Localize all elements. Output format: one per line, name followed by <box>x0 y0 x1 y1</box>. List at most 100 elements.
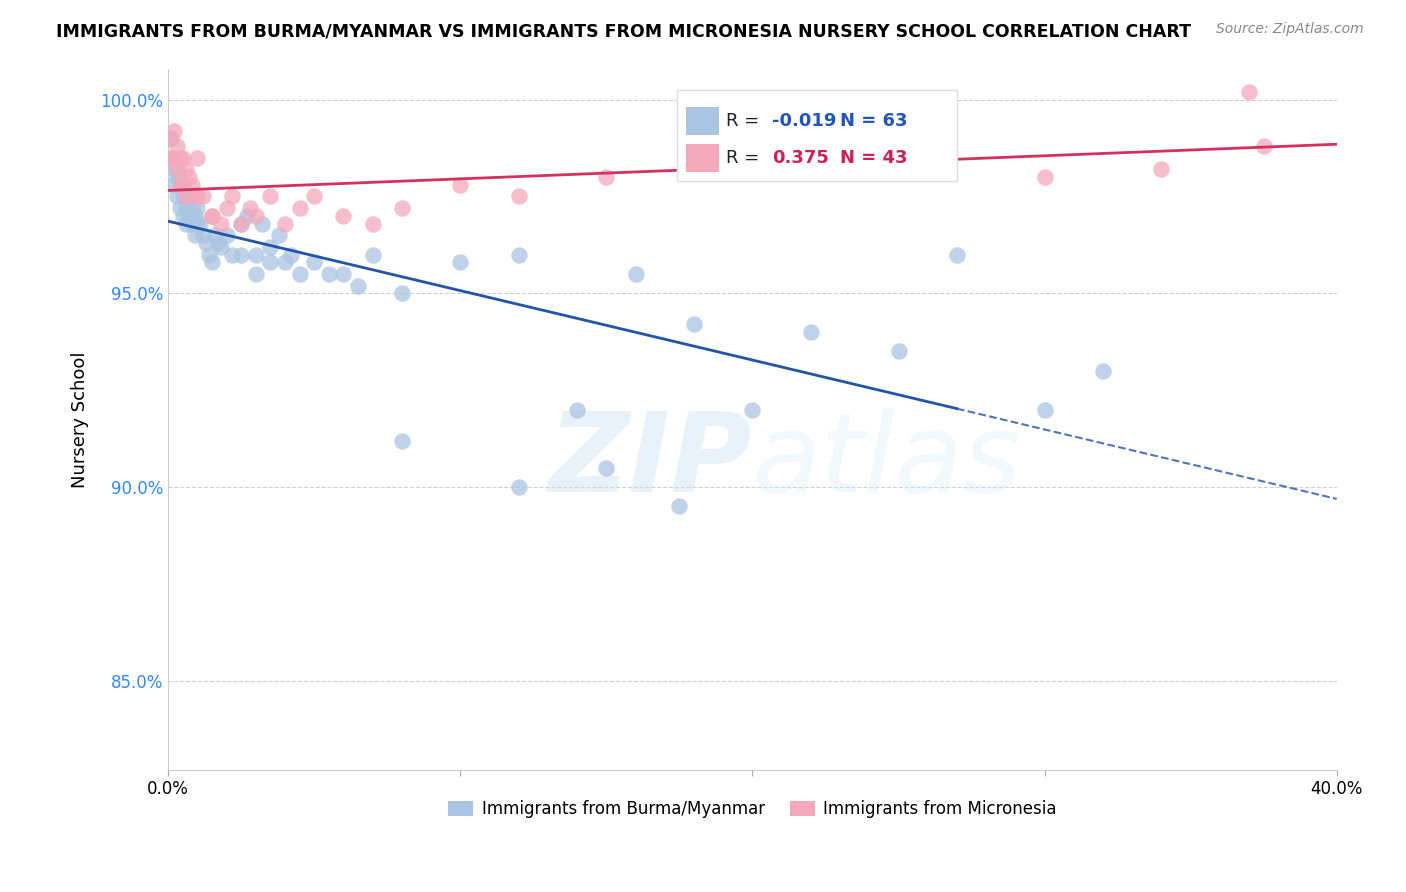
Point <box>668 500 690 514</box>
Y-axis label: Nursery School: Nursery School <box>72 351 89 488</box>
Point <box>741 402 763 417</box>
Point <box>160 131 183 145</box>
Point <box>172 209 194 223</box>
Point <box>172 178 194 192</box>
Point <box>361 217 384 231</box>
Point <box>280 247 302 261</box>
Point <box>508 480 530 494</box>
Point <box>347 278 370 293</box>
Point <box>245 247 267 261</box>
Point <box>1150 162 1173 177</box>
Point <box>259 240 281 254</box>
Point <box>595 460 617 475</box>
Point <box>245 267 267 281</box>
Point <box>172 151 194 165</box>
Point <box>318 267 340 281</box>
FancyBboxPatch shape <box>676 89 957 181</box>
Text: N = 43: N = 43 <box>841 149 908 168</box>
Point <box>1237 85 1260 99</box>
Point <box>177 189 200 203</box>
Point <box>204 228 226 243</box>
Point <box>174 201 197 215</box>
Point <box>174 189 197 203</box>
Text: R =: R = <box>725 112 765 130</box>
Point <box>259 189 281 203</box>
Point <box>160 131 183 145</box>
Point <box>274 255 297 269</box>
Point <box>201 209 224 223</box>
Point <box>207 235 229 250</box>
Point <box>1033 169 1056 184</box>
Point <box>193 228 215 243</box>
Point <box>221 189 243 203</box>
Point <box>215 201 238 215</box>
Point <box>595 169 617 184</box>
Point <box>201 209 224 223</box>
Text: 0.375: 0.375 <box>772 149 830 168</box>
Point <box>163 151 186 165</box>
Point <box>209 240 232 254</box>
Point <box>508 247 530 261</box>
Point <box>160 151 183 165</box>
Point <box>274 217 297 231</box>
Point <box>449 255 471 269</box>
Point <box>163 178 186 192</box>
Point <box>209 217 232 231</box>
Point <box>174 217 197 231</box>
Point <box>332 209 354 223</box>
Point <box>169 178 191 192</box>
Point <box>198 247 221 261</box>
Point <box>946 247 969 261</box>
Point <box>160 151 183 165</box>
Text: atlas: atlas <box>752 408 1021 515</box>
Point <box>391 201 413 215</box>
Point <box>193 189 215 203</box>
Point <box>1253 139 1275 153</box>
Point <box>449 178 471 192</box>
Point <box>180 201 202 215</box>
Point <box>163 162 186 177</box>
Point <box>186 217 208 231</box>
Point <box>195 235 218 250</box>
Text: IMMIGRANTS FROM BURMA/MYANMAR VS IMMIGRANTS FROM MICRONESIA NURSERY SCHOOL CORRE: IMMIGRANTS FROM BURMA/MYANMAR VS IMMIGRA… <box>56 22 1191 40</box>
Text: N = 63: N = 63 <box>841 112 908 130</box>
Point <box>250 217 273 231</box>
Point <box>183 189 205 203</box>
Point <box>188 217 211 231</box>
Point <box>800 131 823 145</box>
Point <box>231 247 253 261</box>
Point <box>917 151 939 165</box>
Point <box>800 325 823 339</box>
Text: Source: ZipAtlas.com: Source: ZipAtlas.com <box>1216 22 1364 37</box>
Point <box>180 178 202 192</box>
Point <box>166 189 188 203</box>
Point <box>169 178 191 192</box>
Point <box>169 151 191 165</box>
Point <box>169 201 191 215</box>
Point <box>231 217 253 231</box>
Point <box>1091 364 1114 378</box>
Point <box>166 162 188 177</box>
Point <box>508 189 530 203</box>
Point <box>304 189 326 203</box>
Point <box>172 189 194 203</box>
Point <box>166 139 188 153</box>
Point <box>1033 402 1056 417</box>
Point <box>186 189 208 203</box>
Point <box>887 344 910 359</box>
Point <box>163 123 186 137</box>
Point <box>180 217 202 231</box>
Point <box>624 267 647 281</box>
Bar <box>686 107 718 136</box>
Point <box>245 209 267 223</box>
Point <box>201 255 224 269</box>
Point <box>332 267 354 281</box>
Point <box>239 201 262 215</box>
Point <box>269 228 291 243</box>
Point <box>683 151 706 165</box>
Point <box>186 151 208 165</box>
Point <box>221 247 243 261</box>
Point <box>231 217 253 231</box>
Point <box>391 286 413 301</box>
Text: -0.019: -0.019 <box>772 112 837 130</box>
